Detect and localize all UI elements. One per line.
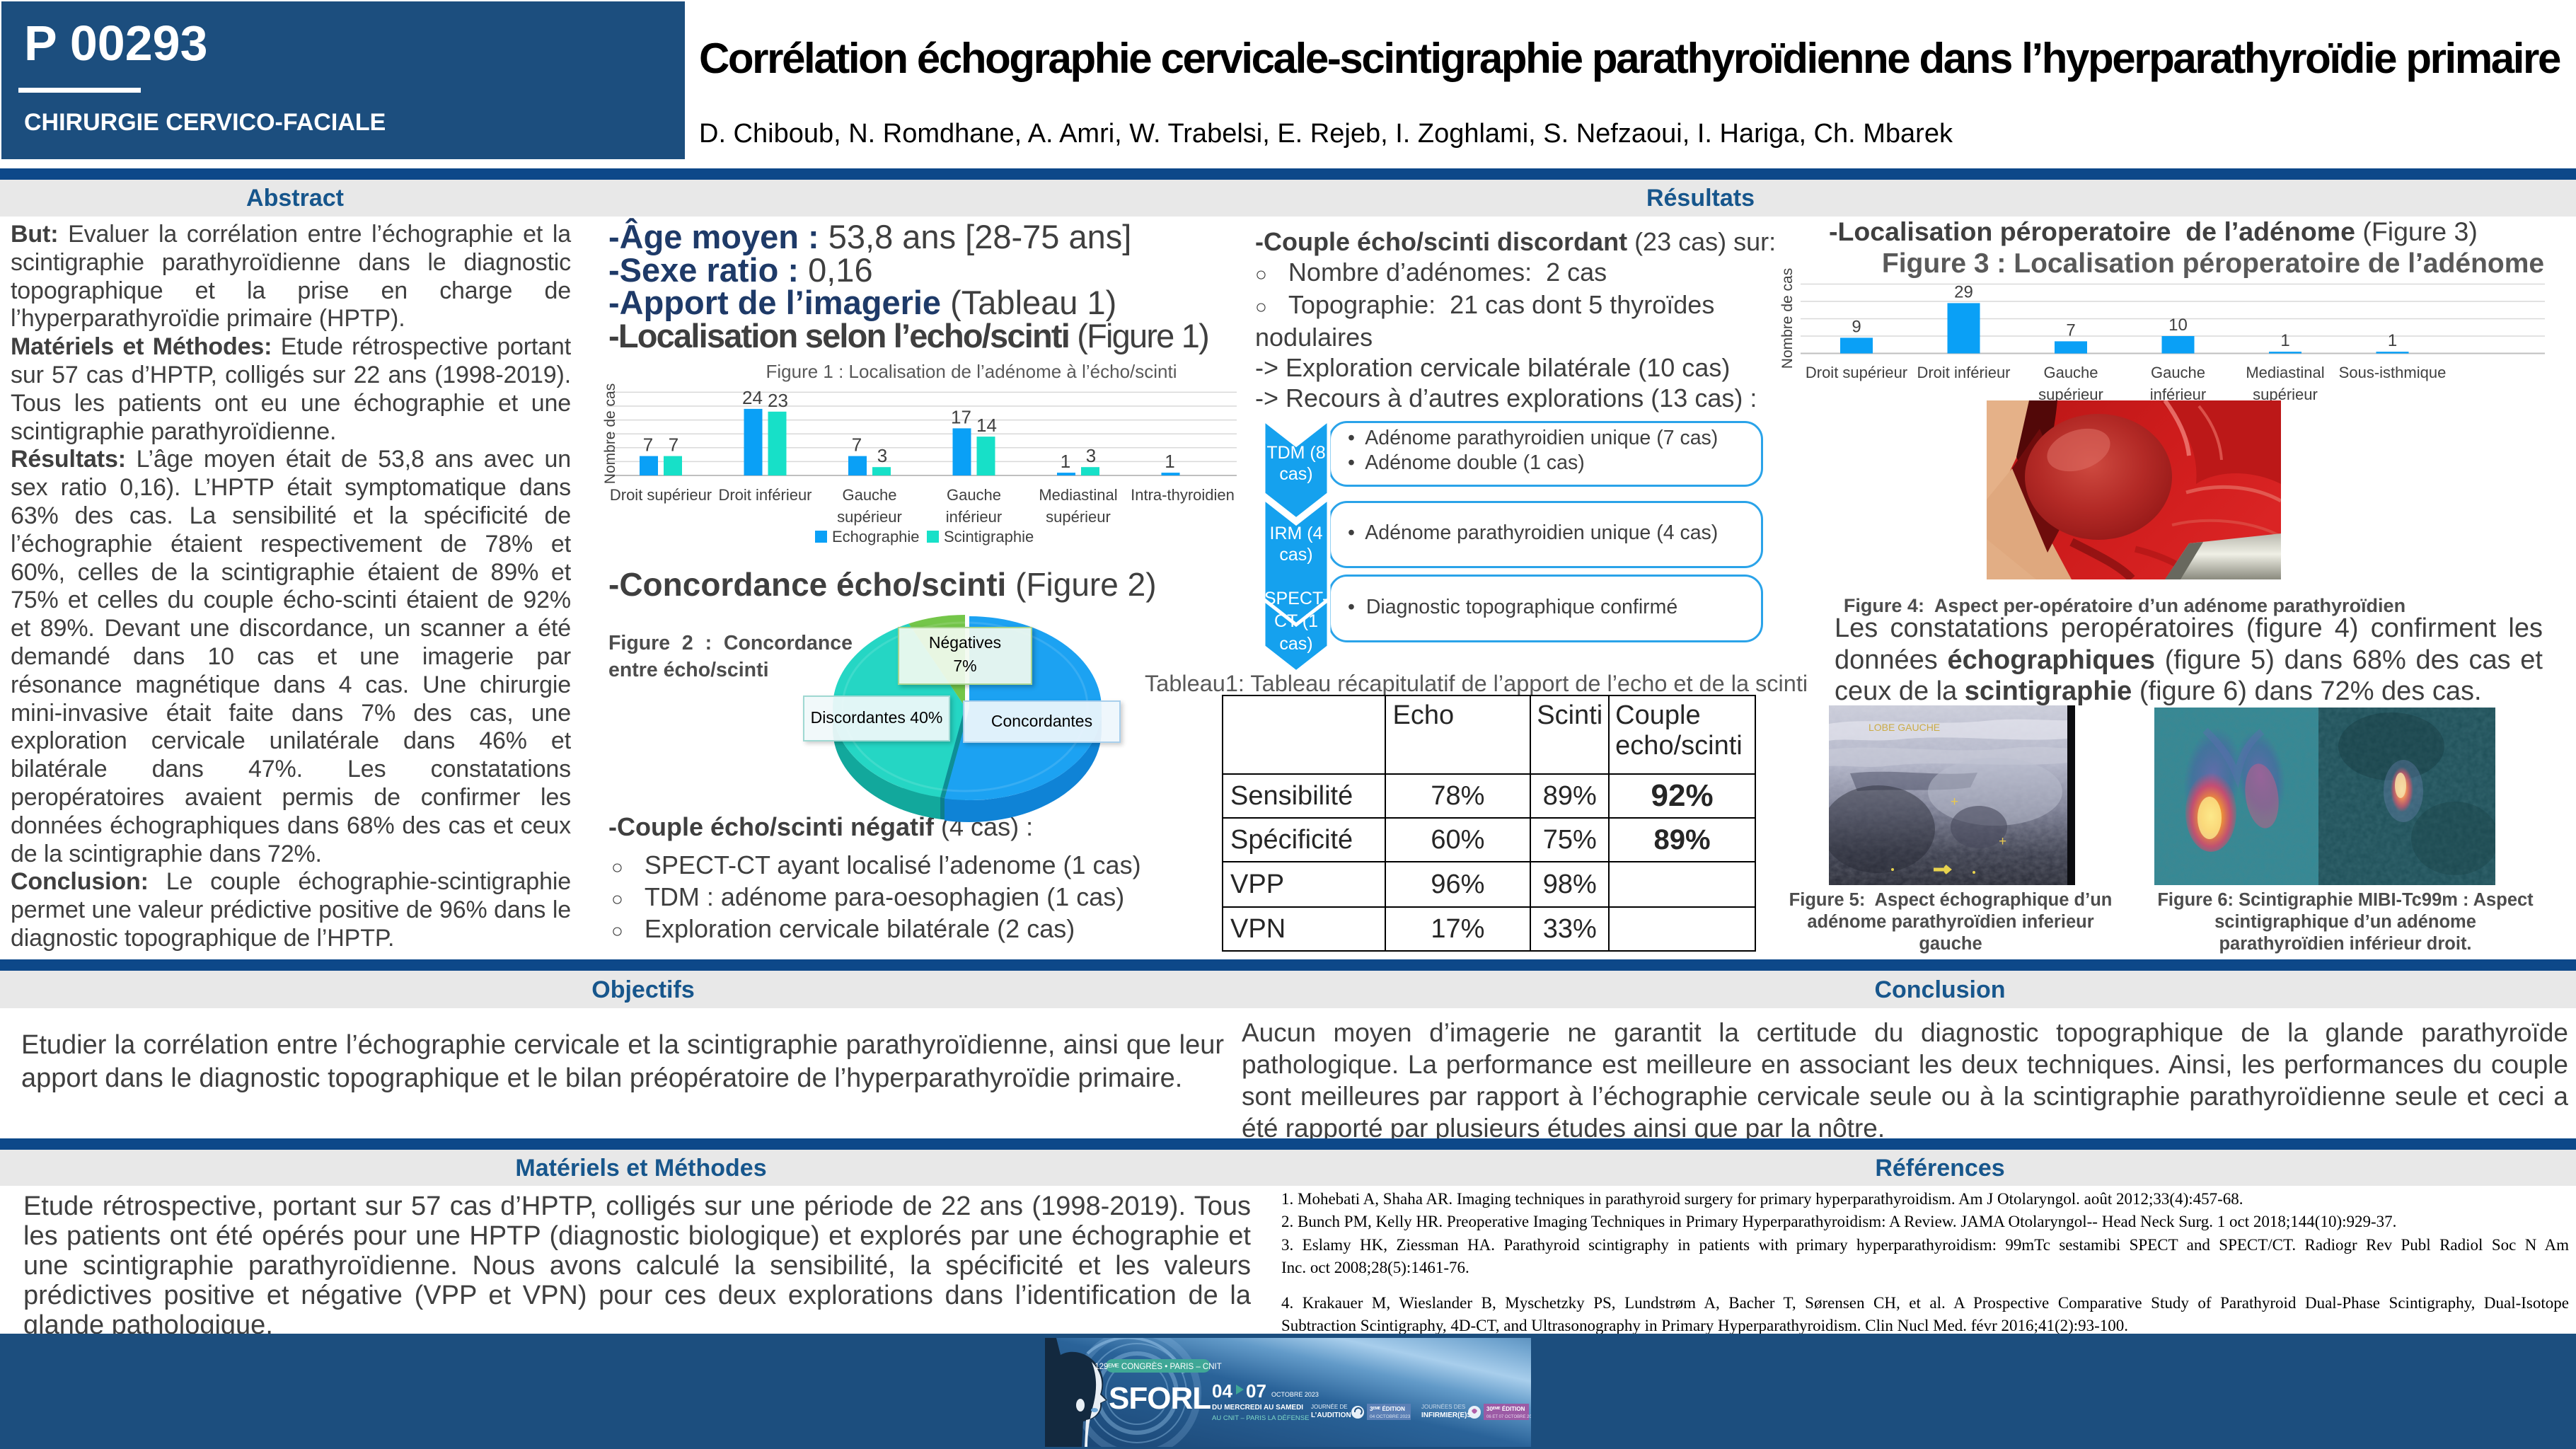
svg-text:129ᴱᴹᴱ CONGRÈS • PARIS – CNIT: 129ᴱᴹᴱ CONGRÈS • PARIS – CNIT	[1094, 1362, 1222, 1371]
svg-text:cas): cas)	[1279, 634, 1312, 654]
svg-text:Gauche: Gauche	[947, 486, 1001, 504]
svg-text:7: 7	[643, 434, 653, 456]
svg-text:9: 9	[1852, 317, 1861, 336]
svg-text:3: 3	[1086, 445, 1096, 466]
svg-text:Figure 3 : Localisation pérope: Figure 3 : Localisation péroperatoire de…	[1882, 248, 2544, 279]
svg-text:Droit inférieur: Droit inférieur	[718, 486, 812, 504]
svg-text:Mediastinal: Mediastinal	[1039, 486, 1117, 504]
svg-text:Nombre de cas: Nombre de cas	[602, 383, 618, 484]
svg-text:Droit inférieur: Droit inférieur	[1917, 364, 2010, 381]
svg-text:Echographie: Echographie	[832, 528, 920, 545]
svg-text:supérieur: supérieur	[2038, 386, 2103, 403]
svg-text:Sous-isthmique: Sous-isthmique	[2339, 364, 2447, 381]
svg-text:LOBE GAUCHE: LOBE GAUCHE	[1869, 722, 1940, 733]
svg-text:inférieur: inférieur	[946, 508, 1002, 526]
svg-text:IRM (4: IRM (4	[1270, 524, 1323, 543]
svg-text:JOURNÉE DE: JOURNÉE DE	[1311, 1404, 1348, 1410]
svg-text:cas): cas)	[1279, 545, 1312, 565]
svg-text:+: +	[1999, 834, 2006, 849]
svg-text:+: +	[1951, 795, 1958, 809]
svg-text:Droit supérieur: Droit supérieur	[1806, 364, 1907, 381]
svg-text:supérieur: supérieur	[1046, 508, 1111, 526]
svg-text:30ᴱᴹᴱ ÉDITION: 30ᴱᴹᴱ ÉDITION	[1486, 1406, 1525, 1412]
svg-text:SFORL: SFORL	[1109, 1381, 1211, 1416]
svg-text:Intra-thyroidien: Intra-thyroidien	[1131, 486, 1235, 504]
svg-text:Gauche: Gauche	[2151, 364, 2205, 381]
svg-text:1: 1	[2280, 331, 2289, 350]
svg-text:14: 14	[976, 415, 997, 436]
svg-text:DU MERCREDI AU SAMEDI: DU MERCREDI AU SAMEDI	[1212, 1404, 1303, 1412]
svg-text:3: 3	[877, 445, 887, 466]
svg-text:04 OCTOBRE 2023: 04 OCTOBRE 2023	[1370, 1414, 1411, 1419]
svg-text:OCTOBRE 2023: OCTOBRE 2023	[1271, 1391, 1319, 1398]
svg-text:1: 1	[1061, 451, 1070, 472]
svg-text:24: 24	[742, 387, 763, 408]
svg-text:7: 7	[2066, 321, 2075, 340]
svg-text:INFIRMIER(E)S: INFIRMIER(E)S	[1421, 1412, 1472, 1419]
svg-text:3ᴱᴹᴱ ÉDITION: 3ᴱᴹᴱ ÉDITION	[1370, 1406, 1405, 1412]
svg-text:Mediastinal: Mediastinal	[2246, 364, 2324, 381]
svg-text:17: 17	[951, 406, 971, 427]
svg-text:SPECT-: SPECT-	[1264, 589, 1328, 608]
svg-text:CT (1: CT (1	[1274, 611, 1318, 631]
svg-text:supérieur: supérieur	[2253, 386, 2318, 403]
svg-text:23: 23	[768, 390, 788, 411]
svg-text:06 ET 07 OCTOBRE 2023: 06 ET 07 OCTOBRE 2023	[1486, 1415, 1531, 1419]
svg-text:1: 1	[2388, 331, 2397, 350]
svg-text:29: 29	[1954, 282, 1973, 301]
svg-text:7: 7	[669, 434, 678, 456]
svg-text:1: 1	[1165, 451, 1174, 472]
svg-text:supérieur: supérieur	[837, 508, 902, 526]
svg-text:10: 10	[2168, 316, 2188, 335]
svg-text:Droit supérieur: Droit supérieur	[610, 486, 712, 504]
svg-text:7: 7	[852, 434, 862, 456]
svg-text:Gauche: Gauche	[2043, 364, 2098, 381]
svg-text:Gauche: Gauche	[842, 486, 896, 504]
svg-text:JOURNÉES DES: JOURNÉES DES	[1421, 1404, 1465, 1410]
svg-text:cas): cas)	[1279, 464, 1312, 484]
svg-text:04: 04	[1212, 1380, 1232, 1402]
svg-text:AU CNIT – PARIS LA DÉFENSE: AU CNIT – PARIS LA DÉFENSE	[1212, 1414, 1309, 1422]
svg-text:Scintigraphie: Scintigraphie	[944, 528, 1034, 545]
svg-text:inférieur: inférieur	[2150, 386, 2206, 403]
svg-text:Nombre de cas: Nombre de cas	[1779, 268, 1796, 369]
svg-text:07: 07	[1246, 1380, 1266, 1402]
svg-text:Figure 1 : Localisation de l’a: Figure 1 : Localisation de l’adénome à l…	[766, 361, 1177, 382]
svg-text:L’AUDITION: L’AUDITION	[1311, 1412, 1351, 1419]
svg-text:TDM (8: TDM (8	[1266, 443, 1325, 463]
